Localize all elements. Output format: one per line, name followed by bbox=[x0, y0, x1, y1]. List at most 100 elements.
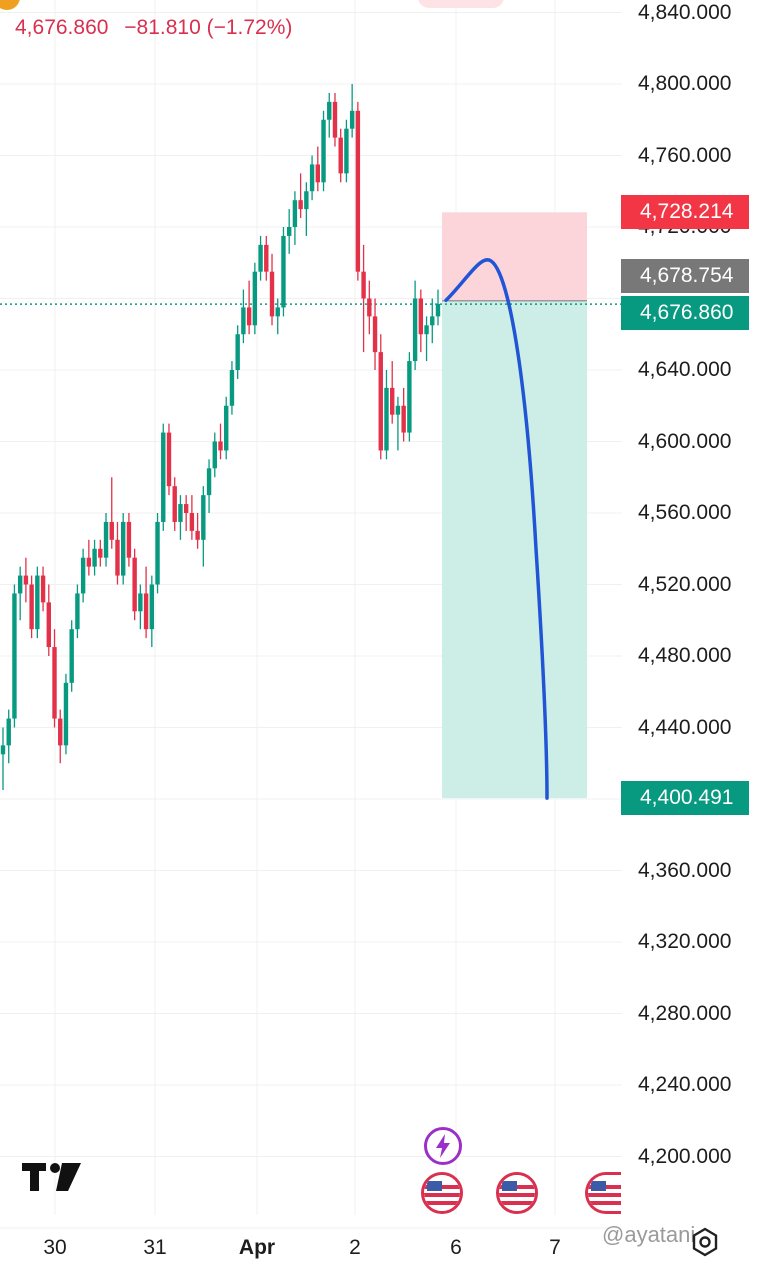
candle-body bbox=[412, 298, 418, 362]
stop-loss-zone[interactable] bbox=[442, 212, 587, 301]
price-axis-label: 4,640.000 bbox=[638, 358, 732, 381]
stop-loss-badge: 4,728.214 bbox=[621, 195, 749, 230]
us-flag-icon[interactable] bbox=[585, 1172, 621, 1214]
candle-body bbox=[155, 521, 160, 585]
settings-icon[interactable] bbox=[690, 1227, 720, 1262]
candle-body bbox=[126, 521, 132, 558]
candle-body bbox=[166, 432, 172, 487]
time-axis-label: 30 bbox=[43, 1236, 67, 1259]
candle-body bbox=[35, 575, 40, 630]
price-axis-label: 4,520.000 bbox=[638, 572, 732, 596]
price-axis-label: 4,760.000 bbox=[638, 143, 732, 167]
candle-body bbox=[372, 316, 378, 353]
candle-body bbox=[229, 370, 235, 406]
candle-body bbox=[201, 495, 206, 540]
candle-body bbox=[218, 441, 223, 451]
candle-body bbox=[304, 191, 309, 210]
price-axis-label: 4,440.000 bbox=[638, 715, 732, 739]
projection-curve[interactable] bbox=[444, 258, 549, 800]
candle-body bbox=[286, 227, 292, 236]
symbol-avatar-icon[interactable] bbox=[0, 0, 20, 10]
price-axis-label: 4,200.000 bbox=[638, 1144, 732, 1168]
candle-body bbox=[98, 548, 103, 558]
candle-body bbox=[109, 521, 114, 540]
time-axis-label: 6 bbox=[450, 1236, 462, 1259]
candle-body bbox=[172, 486, 177, 522]
us-flag-icon[interactable] bbox=[421, 1172, 463, 1214]
candle-body bbox=[178, 504, 183, 522]
candle-body bbox=[401, 405, 406, 433]
candle-body bbox=[275, 307, 280, 317]
watermark: @ayatani bbox=[602, 1222, 696, 1247]
candle-body bbox=[384, 387, 389, 451]
candle-body bbox=[321, 119, 326, 183]
candle-body bbox=[6, 718, 11, 746]
sell-pill[interactable] bbox=[418, 0, 504, 8]
candle-body bbox=[241, 307, 246, 335]
candle-body bbox=[183, 504, 189, 513]
candle-body bbox=[281, 235, 286, 308]
candle-body bbox=[115, 539, 120, 576]
entry-badge: 4,678.754 bbox=[621, 258, 749, 293]
candle-body bbox=[338, 137, 343, 174]
candle-body bbox=[69, 629, 74, 683]
candle-body bbox=[315, 164, 321, 183]
candle-body bbox=[138, 593, 143, 612]
candle-body bbox=[395, 405, 401, 415]
price-axis-label: 4,560.000 bbox=[638, 501, 732, 524]
candle-body bbox=[86, 557, 92, 567]
grid-lines bbox=[0, 0, 622, 1229]
candle-body bbox=[344, 128, 349, 174]
price-header: 4,676.860 −81.810 (−1.72%) bbox=[15, 16, 302, 40]
candle-body bbox=[52, 647, 57, 719]
take-profit-badge: 4,400.491 bbox=[621, 781, 749, 816]
tradingview-logo-icon bbox=[22, 1163, 82, 1198]
candle-body bbox=[46, 602, 51, 648]
lightning-icon[interactable] bbox=[424, 1127, 462, 1165]
candle-body bbox=[63, 682, 69, 746]
take-profit-zone[interactable] bbox=[442, 300, 587, 799]
candle-body bbox=[23, 575, 29, 585]
candle-body bbox=[298, 200, 303, 210]
candle-body bbox=[149, 584, 155, 630]
candle-body bbox=[332, 101, 338, 138]
candle-body bbox=[264, 244, 269, 272]
candle-body bbox=[390, 387, 395, 415]
candle-body bbox=[40, 575, 46, 603]
candle-body bbox=[349, 110, 355, 129]
candle-body bbox=[206, 468, 212, 496]
candle-body bbox=[430, 316, 435, 326]
candle-body bbox=[367, 298, 372, 317]
candle-body bbox=[355, 110, 361, 272]
candle-body bbox=[292, 200, 298, 227]
candle-body bbox=[143, 593, 149, 630]
candle-body bbox=[252, 271, 258, 326]
candle-body bbox=[58, 718, 63, 746]
candle-body bbox=[246, 307, 252, 326]
time-axis-label: 7 bbox=[549, 1236, 561, 1259]
candle-body bbox=[224, 405, 229, 451]
candle-body bbox=[80, 557, 86, 594]
time-axis-label: 2 bbox=[349, 1236, 361, 1259]
candle-body bbox=[189, 513, 195, 531]
candle-body bbox=[0, 745, 6, 755]
candle-body bbox=[418, 298, 424, 335]
candle-body bbox=[378, 352, 383, 451]
candle-body bbox=[327, 101, 332, 120]
candle-body bbox=[103, 521, 109, 558]
price-axis-label: 4,800.000 bbox=[638, 72, 732, 95]
candle-body bbox=[120, 521, 126, 576]
price-change: −81.810 (−1.72%) bbox=[124, 16, 293, 39]
price-axis-label: 4,600.000 bbox=[638, 429, 732, 453]
candles-group bbox=[0, 84, 441, 791]
candle-body bbox=[195, 530, 200, 540]
candle-body bbox=[258, 244, 263, 272]
time-axis-label: Apr bbox=[238, 1236, 276, 1259]
price-axis-label: 4,320.000 bbox=[638, 930, 732, 953]
candle-body bbox=[92, 548, 97, 567]
current-price-badge: 4,676.860 bbox=[621, 296, 749, 331]
time-axis-label: 31 bbox=[143, 1236, 167, 1259]
us-flag-icon[interactable] bbox=[496, 1172, 538, 1214]
candle-body bbox=[269, 271, 275, 317]
